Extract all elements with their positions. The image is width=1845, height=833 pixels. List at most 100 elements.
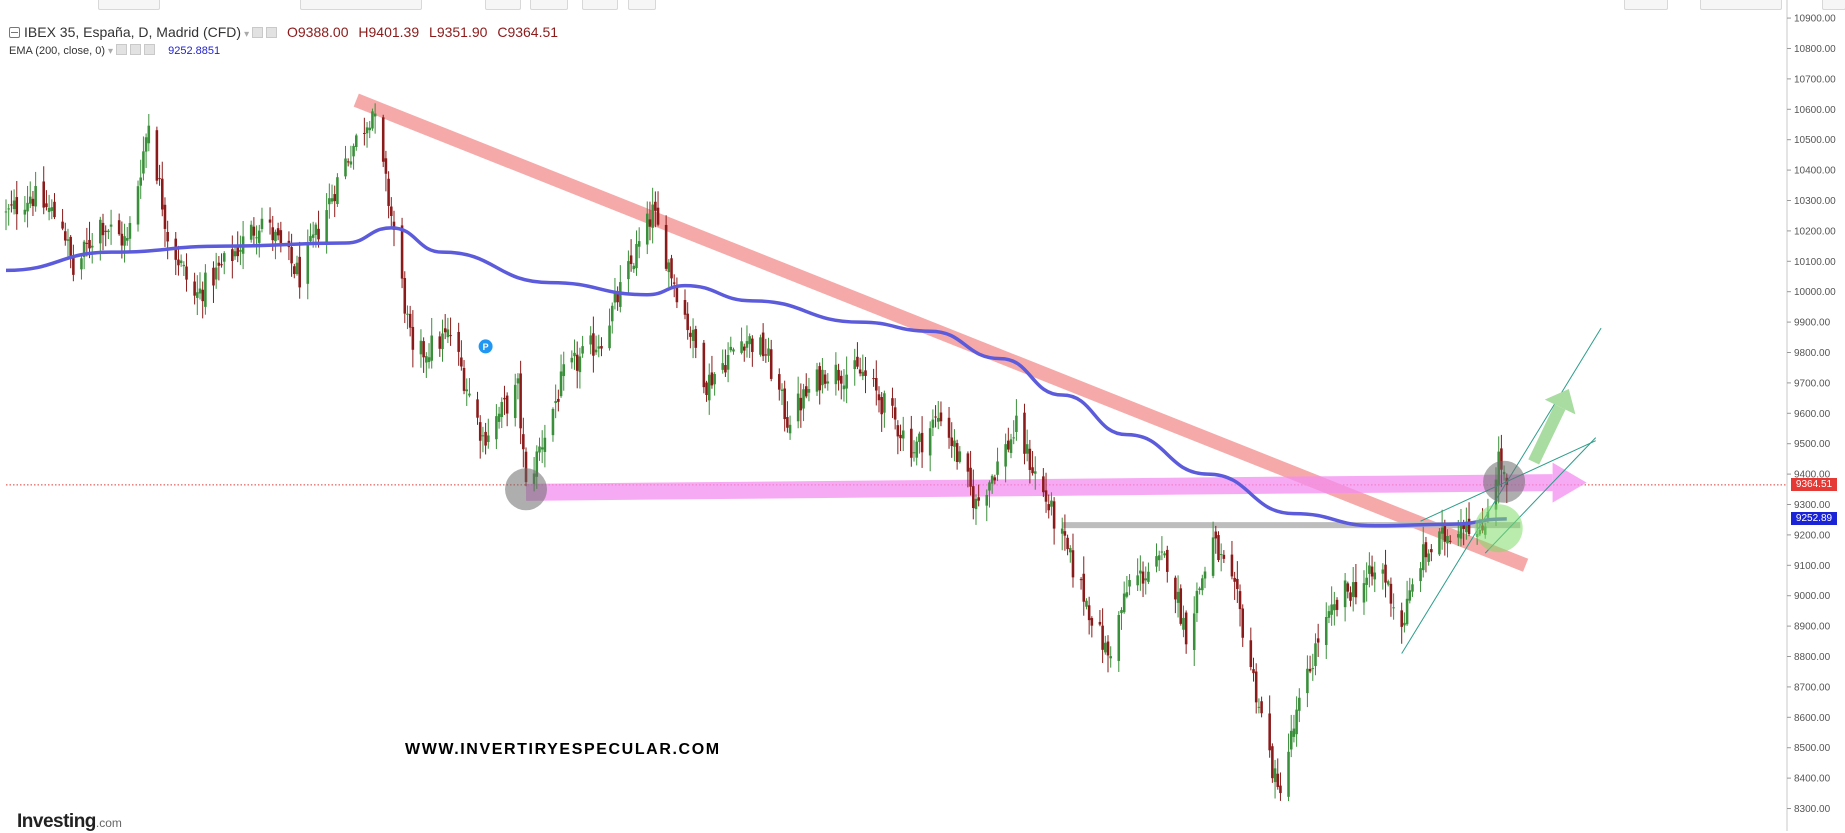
chevron-down-icon[interactable]: ▾: [108, 46, 114, 57]
candle: [144, 133, 148, 168]
candle-body: [705, 382, 708, 395]
candle: [675, 277, 679, 309]
toolbar-button[interactable]: [628, 0, 656, 10]
candle: [1147, 562, 1150, 584]
toolbar-button[interactable]: [485, 0, 521, 10]
candle: [363, 117, 366, 146]
candle-body: [901, 430, 905, 439]
candle: [125, 227, 129, 246]
chevron-down-icon[interactable]: ▾: [244, 29, 250, 40]
candle-body: [610, 305, 614, 322]
candle-body: [767, 348, 770, 356]
candle: [1155, 543, 1158, 573]
candle-body: [600, 346, 603, 349]
candle: [1028, 439, 1032, 484]
candle-body: [505, 395, 509, 414]
visibility-icon[interactable]: [130, 44, 142, 55]
toolbar-button[interactable]: [1700, 0, 1782, 10]
candle-body: [543, 437, 547, 452]
candle-body: [196, 292, 199, 298]
close-icon[interactable]: [144, 44, 156, 55]
candle: [893, 398, 897, 430]
candle-body: [573, 352, 576, 357]
candle: [557, 389, 560, 412]
candle-body: [465, 389, 469, 392]
settings-icon[interactable]: [116, 44, 128, 55]
candle-body: [1182, 617, 1185, 630]
candle-body: [1179, 588, 1183, 624]
candle-body: [166, 231, 169, 242]
candle: [1071, 533, 1075, 588]
candle-body: [1192, 613, 1196, 650]
candle: [1007, 427, 1010, 453]
toolbar-button[interactable]: [582, 0, 618, 10]
candle: [487, 418, 490, 449]
candle: [1276, 758, 1280, 790]
candle-body: [1392, 607, 1395, 609]
candle: [780, 383, 784, 405]
candle-body: [689, 332, 692, 337]
candle: [732, 347, 735, 355]
candle-body: [368, 127, 372, 131]
settings-icon[interactable]: [252, 27, 264, 38]
candle-body: [1446, 536, 1449, 544]
candle: [990, 474, 994, 494]
upward-arrow-shaft: [1528, 404, 1566, 465]
price-axis: [1787, 0, 1845, 831]
candle: [853, 348, 857, 386]
y-tick-label: 8800.00: [1794, 652, 1831, 663]
candle: [212, 261, 215, 303]
candle: [802, 383, 805, 422]
candle-body: [1311, 668, 1315, 670]
candle: [939, 401, 943, 427]
toolbar-button[interactable]: [1822, 0, 1845, 10]
candle-body: [142, 151, 145, 174]
candle-body: [686, 313, 689, 331]
y-tick-label: 10000.00: [1794, 287, 1836, 298]
candle: [1101, 608, 1104, 663]
candle: [158, 164, 161, 186]
candle-body: [1459, 525, 1463, 539]
candle: [799, 383, 803, 428]
candle-body: [872, 378, 875, 380]
candle: [1042, 468, 1045, 498]
toolbar-button[interactable]: [530, 0, 568, 10]
candle-body: [1346, 583, 1350, 592]
toolbar-button[interactable]: [1624, 0, 1668, 10]
candle-body: [759, 337, 762, 355]
candle: [1122, 581, 1126, 614]
indicator-value: 9252.8851: [168, 45, 221, 57]
candle: [446, 317, 450, 344]
collapse-icon[interactable]: [9, 27, 20, 38]
visibility-icon[interactable]: [266, 27, 278, 38]
candle-body: [691, 329, 695, 341]
candle: [936, 400, 940, 430]
candle: [710, 355, 714, 389]
candle: [826, 373, 830, 391]
candle: [1392, 593, 1395, 620]
candle: [1362, 570, 1366, 615]
candle-body: [1063, 531, 1067, 536]
candle: [249, 220, 253, 243]
candle: [988, 480, 991, 508]
candle-body: [1157, 555, 1161, 561]
toolbar-button[interactable]: [300, 0, 422, 10]
candle: [543, 424, 547, 468]
candle-body: [430, 335, 433, 361]
candle-body: [503, 397, 506, 400]
candle: [1346, 581, 1350, 599]
candle-body: [7, 208, 10, 210]
candle-body: [373, 113, 377, 117]
candle: [664, 215, 668, 272]
candle: [31, 191, 35, 216]
candle-body: [522, 434, 525, 450]
candle: [783, 380, 786, 432]
candle: [592, 316, 595, 373]
toolbar-button[interactable]: [98, 0, 160, 10]
candle-body: [220, 264, 223, 266]
candle-body: [352, 145, 355, 157]
candle: [12, 189, 16, 215]
candle-body: [1271, 746, 1274, 779]
candle: [63, 222, 67, 246]
